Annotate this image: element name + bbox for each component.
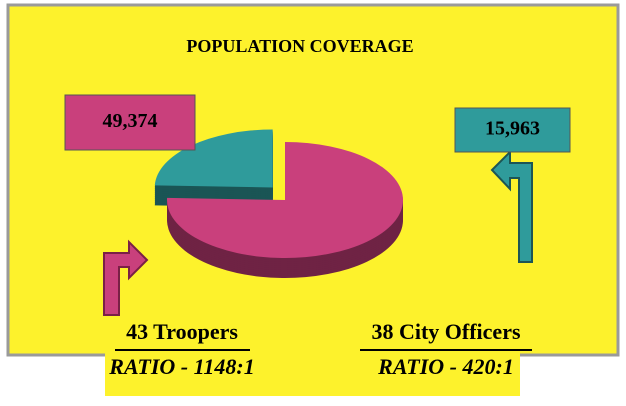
ratio-label: RATIO - 1148:1 bbox=[108, 354, 254, 379]
ratio-label: RATIO - 420:1 bbox=[377, 354, 514, 379]
arrow-left bbox=[490, 149, 533, 263]
pie bbox=[154, 129, 404, 278]
category-label: 38 City Officers bbox=[371, 319, 520, 344]
chart-title: POPULATION COVERAGE bbox=[186, 36, 413, 56]
category-label: 43 Troopers bbox=[126, 319, 238, 344]
slice bbox=[154, 129, 273, 188]
value-label: 15,963 bbox=[485, 118, 540, 140]
slice bbox=[167, 142, 404, 259]
panel-bottom bbox=[105, 320, 520, 396]
value-label-box bbox=[454, 107, 571, 153]
value-label-box bbox=[64, 94, 196, 151]
arrow-right bbox=[103, 239, 149, 316]
value-label: 49,374 bbox=[103, 110, 158, 132]
